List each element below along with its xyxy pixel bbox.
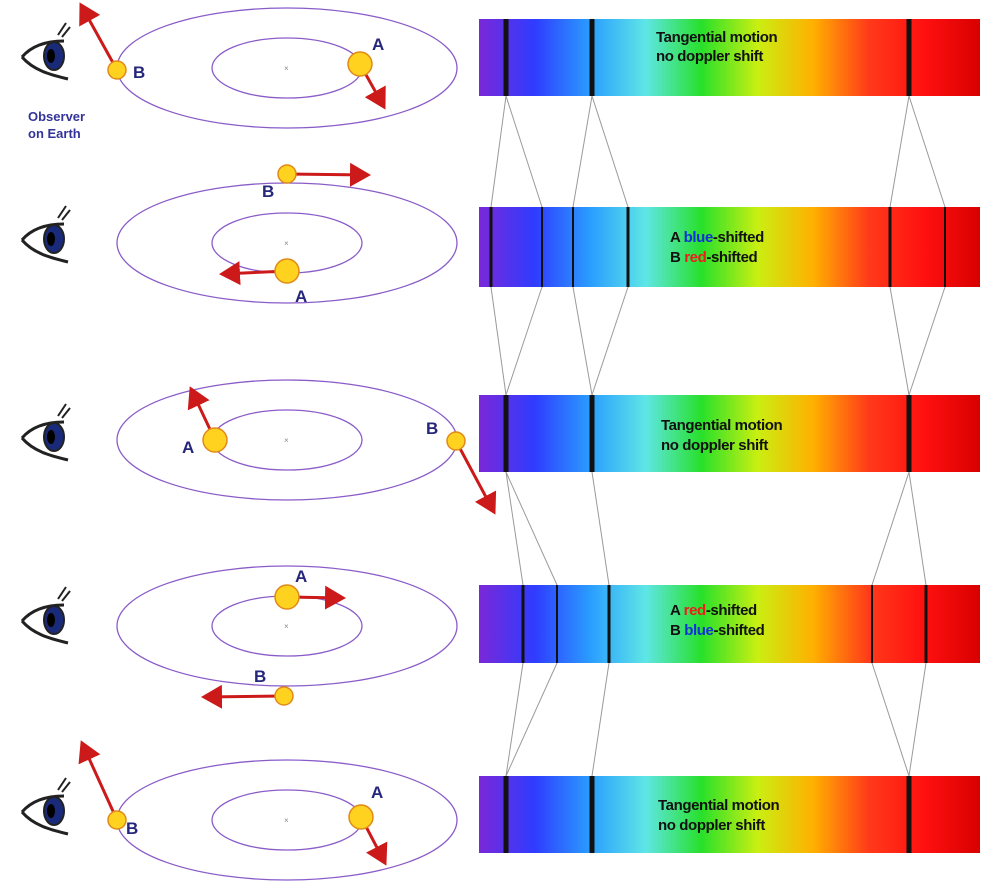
velocity-arrow-b (201, 684, 285, 709)
star-b (107, 60, 127, 80)
star-a-label: A (295, 567, 307, 586)
star-letter: B (670, 249, 684, 266)
panel-4: × A B A red-shifted B blue-shifted (20, 565, 980, 709)
star-letter: B (670, 622, 684, 639)
shift-suffix: -shifted (713, 229, 764, 246)
shift-color-word: red (684, 249, 706, 266)
spectrum-text: Tangential motion (656, 29, 777, 46)
spectrum-bar (479, 207, 980, 287)
star-a (274, 258, 300, 284)
eye-icon (20, 22, 71, 81)
shift-color-word: red (684, 602, 706, 619)
spectrum-text: no doppler shift (658, 817, 765, 834)
spectrum-text-line2: no doppler shift (656, 48, 763, 65)
star-b (274, 686, 294, 706)
panel-5: × B A Tangential motion no doppler shift (20, 740, 980, 881)
spectrum-text-line1: A blue-shifted (670, 229, 764, 246)
star-a-label: A (295, 287, 307, 306)
star-b-label: B (254, 667, 266, 686)
panel-2: × B A A blue-shifted B red-shifted (20, 162, 980, 306)
center-of-mass-marker: × (284, 64, 289, 73)
spectrum-bar (479, 19, 980, 96)
spectrum-text-line1: Tangential motion (658, 797, 779, 814)
spectrum-text-line2: B blue-shifted (670, 622, 765, 639)
spectrum-text: Tangential motion (661, 417, 782, 434)
panel-3: × A B Tangential motion no doppler shift (20, 379, 980, 515)
velocity-arrow-b (78, 740, 119, 821)
shift-color-word: blue (684, 229, 713, 246)
observer-label-line1: Observer (28, 109, 85, 124)
eye-icon (20, 205, 71, 264)
star-b-label: B (426, 419, 438, 438)
eye-icon (20, 403, 71, 462)
star-letter: A (670, 229, 684, 246)
observer-label-line2: on Earth (28, 126, 81, 141)
eye-icon (20, 586, 71, 645)
center-of-mass-marker: × (284, 622, 289, 631)
star-a (347, 51, 373, 77)
spectrum-bar (479, 776, 980, 853)
star-a (202, 427, 228, 453)
velocity-arrow-b (79, 2, 119, 71)
star-b (107, 810, 127, 830)
outer-orbit (116, 565, 458, 687)
spectrum-text-line1: Tangential motion (656, 29, 777, 46)
shift-suffix: -shifted (706, 249, 757, 266)
velocity-arrow-b (454, 440, 497, 515)
spectrum-text-line1: A red-shifted (670, 602, 757, 619)
spectrum-bar (479, 395, 980, 472)
spectrum-text: no doppler shift (661, 437, 768, 454)
spectrum-text-line2: no doppler shift (661, 437, 768, 454)
star-b (446, 431, 466, 451)
star-a-label: A (372, 35, 384, 54)
shift-color-word: blue (684, 622, 713, 639)
star-a-label: A (371, 783, 383, 802)
shift-suffix: -shifted (706, 602, 757, 619)
star-b-label: B (126, 819, 138, 838)
spectrum-text: no doppler shift (656, 48, 763, 65)
star-letter: A (670, 602, 684, 619)
star-b-label: B (262, 182, 274, 201)
spectrum-text-line1: Tangential motion (661, 417, 782, 434)
spectrum-bar (479, 585, 980, 663)
center-of-mass-marker: × (284, 239, 289, 248)
star-b-label: B (133, 63, 145, 82)
star-a (274, 584, 300, 610)
spectrum-text: Tangential motion (658, 797, 779, 814)
center-of-mass-marker: × (284, 816, 289, 825)
center-of-mass-marker: × (284, 436, 289, 445)
spectrum-text-line2: B red-shifted (670, 249, 758, 266)
star-a (348, 804, 374, 830)
panel-1: Observer on Earth × B A Tangential motio… (20, 2, 980, 141)
eye-icon (20, 777, 71, 836)
velocity-arrow-b (286, 162, 371, 187)
star-b (277, 164, 297, 184)
spectrum-text-line2: no doppler shift (658, 817, 765, 834)
star-a-label: A (182, 438, 194, 457)
shift-suffix: -shifted (713, 622, 764, 639)
line-connectors (490, 95, 946, 777)
